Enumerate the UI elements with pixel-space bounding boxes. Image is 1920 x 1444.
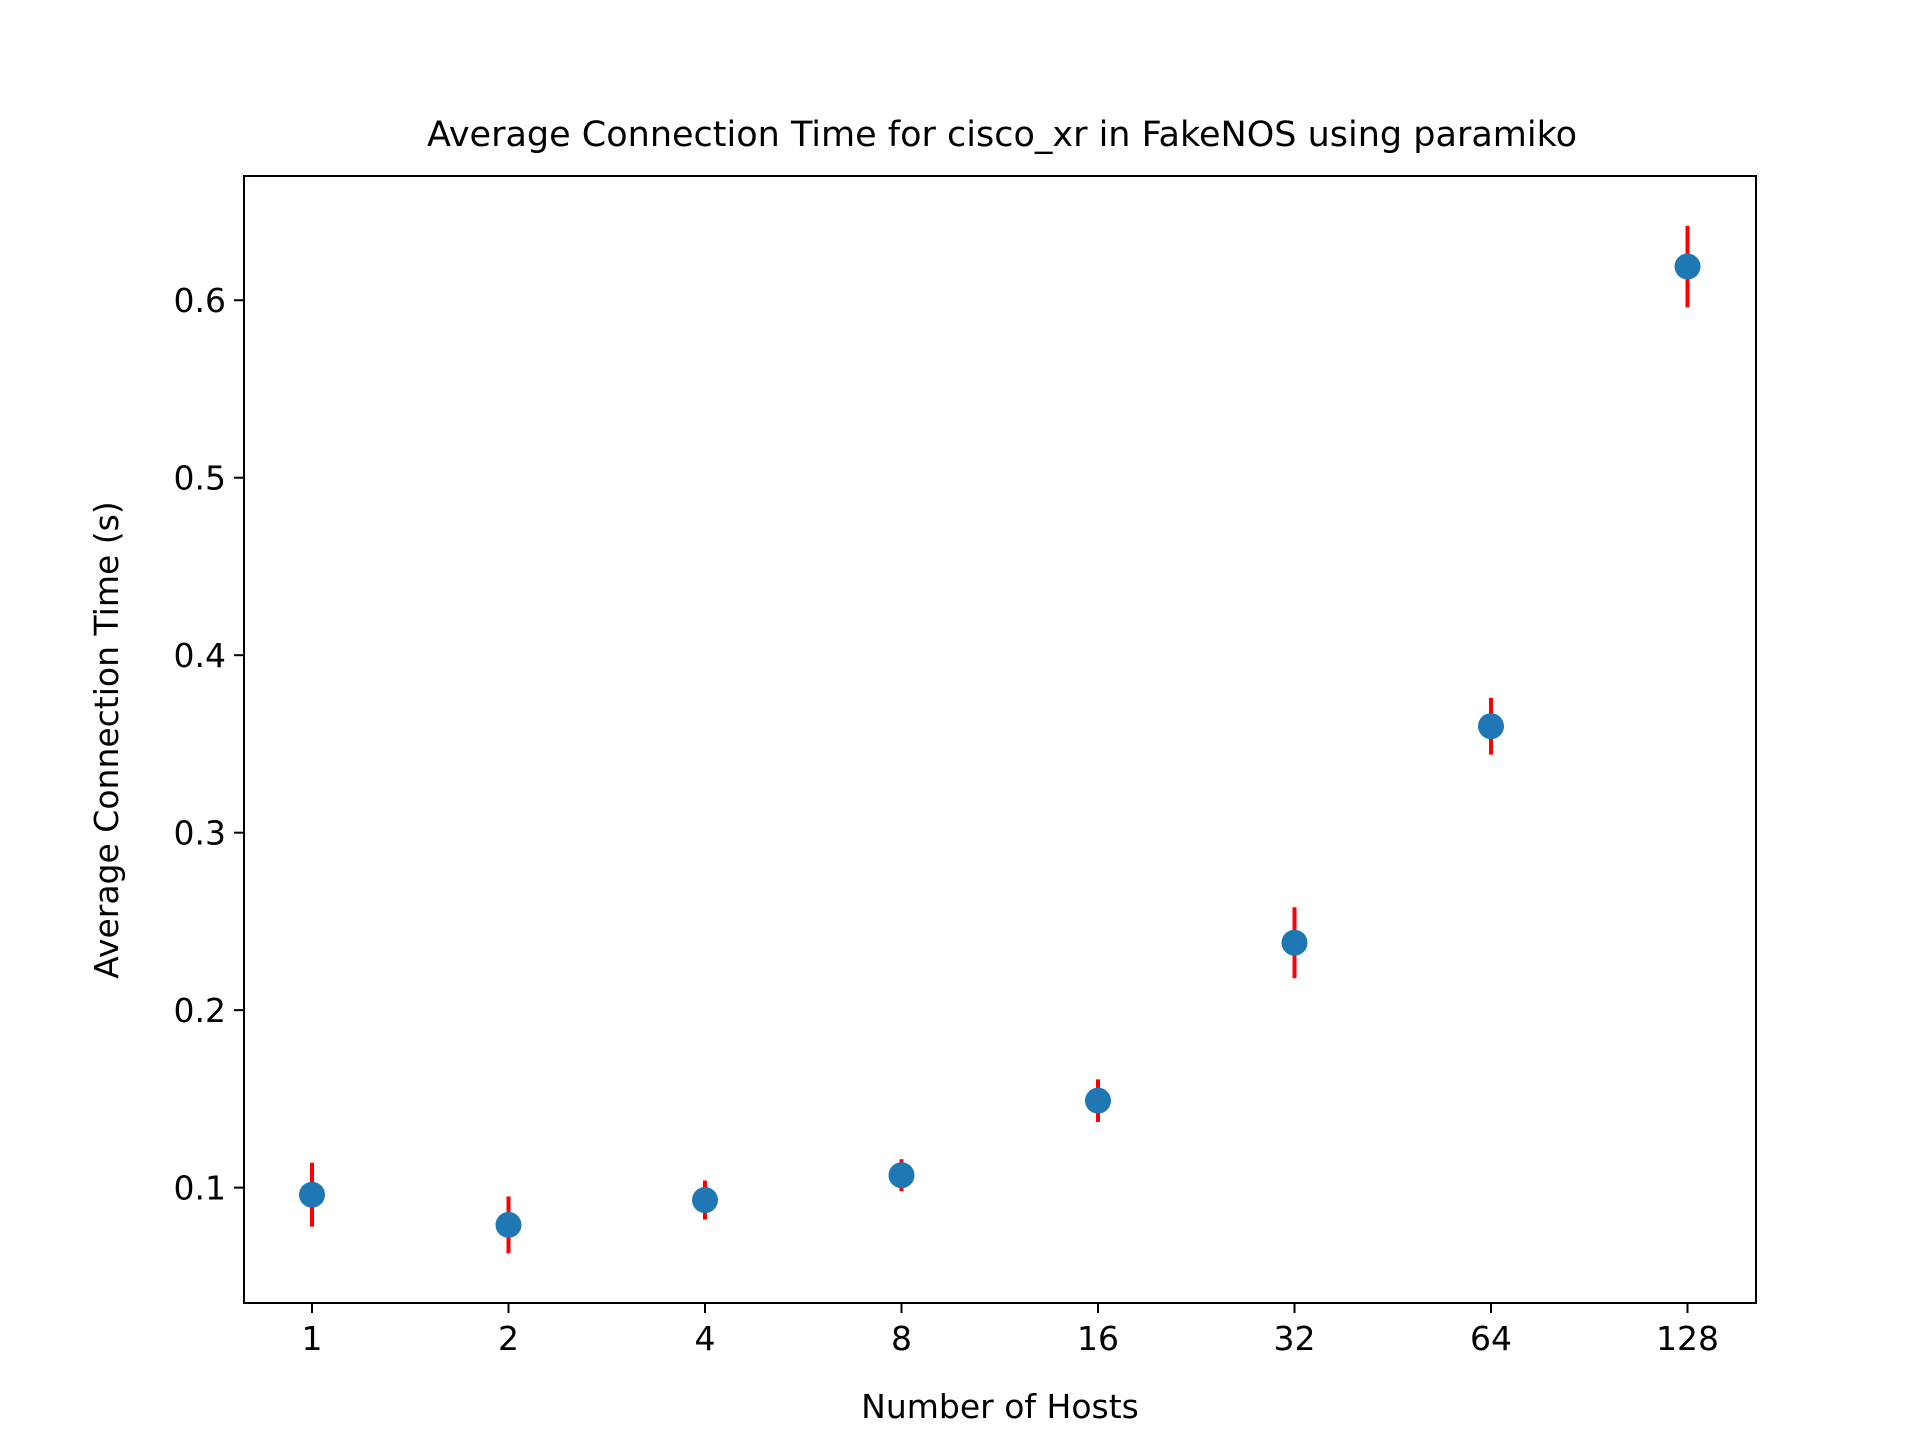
y-tick-label: 0.5 <box>174 459 226 498</box>
chart-title: Average Connection Time for cisco_xr in … <box>427 115 1577 155</box>
y-axis-label: Average Connection Time (s) <box>87 501 126 978</box>
data-point <box>1281 929 1308 956</box>
x-axis-ticks: 1 2 4 8 16 32 64 128 <box>302 1303 1719 1358</box>
data-point <box>299 1181 325 1208</box>
x-axis-label: Number of Hosts <box>861 1387 1139 1426</box>
x-tick-label: 128 <box>1656 1319 1719 1358</box>
data-point <box>1674 253 1701 280</box>
x-tick-label: 4 <box>695 1319 716 1358</box>
data-point <box>495 1211 522 1238</box>
x-tick-label: 8 <box>891 1319 912 1358</box>
y-tick-label: 0.1 <box>174 1169 226 1208</box>
plot-area <box>243 175 1757 1304</box>
data-marks <box>299 225 1701 1254</box>
y-tick-label: 0.4 <box>174 636 226 675</box>
data-point <box>692 1187 718 1214</box>
x-tick-label: 1 <box>302 1319 323 1358</box>
y-tick-label: 0.3 <box>174 814 226 853</box>
data-point <box>1085 1087 1111 1114</box>
plot-frame <box>243 175 1757 1304</box>
x-tick-label: 16 <box>1077 1319 1119 1358</box>
data-point <box>888 1162 915 1189</box>
x-tick-label: 2 <box>498 1319 519 1358</box>
data-point <box>1478 713 1504 740</box>
y-tick-label: 0.6 <box>174 281 226 320</box>
y-tick-label: 0.2 <box>174 991 226 1030</box>
x-tick-label: 32 <box>1274 1319 1316 1358</box>
x-tick-label: 64 <box>1470 1319 1512 1358</box>
y-axis-ticks: 0.1 0.2 0.3 0.4 0.5 0.6 <box>174 281 244 1208</box>
